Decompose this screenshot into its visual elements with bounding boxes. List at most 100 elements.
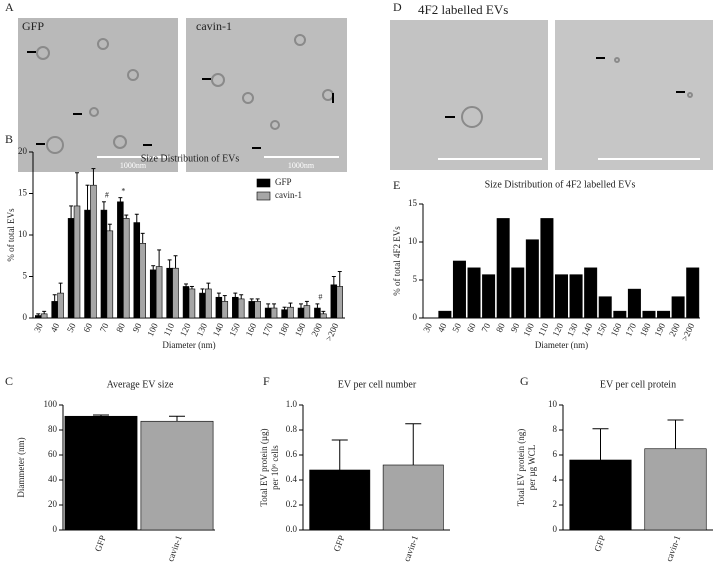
y-tick-label: 5	[413, 274, 418, 284]
panel-label: B	[5, 132, 13, 146]
legend-label: cavin-1	[275, 190, 302, 200]
legend-label: GFP	[275, 177, 292, 187]
image-label: cavin-1	[196, 19, 232, 33]
x-tick-label: 100	[521, 321, 536, 338]
panel-label: G	[520, 374, 529, 388]
y-tick-label: 10	[18, 229, 28, 239]
bar	[90, 184, 97, 319]
x-tick-label: 80	[494, 321, 507, 334]
bar	[199, 292, 206, 319]
x-tick-label: >200	[324, 321, 341, 343]
x-tick-label: 190	[293, 321, 308, 338]
x-tick-label: 120	[550, 321, 565, 338]
y-tick-label: 1.0	[286, 399, 298, 409]
bar	[100, 209, 108, 319]
bar	[270, 307, 278, 319]
x-tick-label: GFP	[332, 534, 347, 553]
y-tick-label: 0	[53, 524, 58, 534]
y-tick-label: 10	[548, 399, 558, 409]
y-tick-label: 20	[48, 499, 58, 509]
panel-label: F	[263, 374, 270, 388]
vesicles	[36, 34, 693, 154]
chart-title: Size Distribution of 4F2 labelled EVs	[485, 179, 636, 190]
scale-label: 1000nm	[288, 161, 315, 170]
micrograph	[390, 20, 548, 170]
bar	[569, 274, 583, 319]
bar	[166, 267, 173, 319]
bar	[40, 313, 48, 319]
chart-title: EV per cell protein	[600, 379, 676, 390]
bar	[182, 286, 190, 319]
chart-title: Average EV size	[107, 379, 174, 390]
bar	[264, 307, 272, 319]
x-tick-label: 110	[162, 321, 177, 338]
bar	[511, 267, 525, 319]
x-tick-label: 180	[638, 321, 653, 338]
y-tick-label: 0.0	[286, 524, 298, 534]
y-axis-label: per µg WCL	[527, 445, 537, 491]
x-tick-label: 80	[114, 321, 127, 334]
panel-title: 4F2 labelled EVs	[418, 2, 508, 17]
y-tick-label: 4	[553, 474, 558, 484]
bar	[525, 239, 539, 319]
x-tick-label: 130	[194, 321, 209, 338]
bar	[254, 301, 261, 319]
bar	[297, 307, 305, 319]
y-axis-label: Total EV protein (µg)	[259, 428, 269, 506]
x-tick-label: 70	[98, 321, 111, 334]
y-axis-label: % of total EVs	[6, 208, 16, 262]
bar	[438, 310, 452, 319]
y-tick-label: 80	[48, 424, 58, 434]
y-axis-label: % of total 4F2 EVs	[392, 226, 402, 296]
bar	[205, 288, 212, 319]
bar	[84, 209, 91, 319]
y-axis-label: per 10⁶ cells	[270, 445, 280, 490]
arrows	[27, 51, 685, 149]
bar	[642, 310, 656, 319]
x-tick-label: 170	[623, 321, 638, 338]
y-tick-label: 0.4	[286, 474, 298, 484]
bar	[237, 298, 245, 319]
y-tick-label: 0.2	[286, 499, 297, 509]
bar	[613, 310, 627, 319]
y-axis-label: Total EV protein (ng)	[516, 429, 526, 506]
x-axis-label: Diameter (nm)	[535, 340, 588, 350]
bar	[281, 309, 288, 319]
x-tick-label: cavin-1	[401, 534, 420, 563]
bar	[188, 288, 196, 319]
bar	[140, 420, 214, 531]
legend-swatch	[256, 178, 271, 188]
bar	[155, 266, 163, 319]
y-tick-label: 0.6	[286, 449, 298, 459]
x-tick-label: GFP	[93, 534, 108, 553]
y-tick-label: 6	[553, 449, 558, 459]
bar	[598, 296, 612, 319]
y-tick-label: 15	[408, 198, 418, 208]
bar	[336, 286, 344, 319]
bar	[139, 243, 146, 319]
bar	[172, 267, 179, 319]
bar	[496, 218, 510, 319]
chart-title: Size Distribution of EVs	[141, 153, 240, 164]
bar	[232, 296, 239, 319]
bar	[133, 222, 141, 319]
x-tick-label: 170	[260, 321, 275, 338]
x-tick-label: >200	[679, 321, 696, 343]
bar	[67, 218, 75, 319]
bar	[309, 469, 371, 531]
bar	[34, 315, 42, 319]
x-tick-label: 30	[32, 321, 45, 334]
bar	[482, 274, 496, 319]
bar	[452, 260, 466, 319]
image-label: GFP	[22, 19, 44, 33]
x-tick-label: 60	[81, 321, 94, 334]
micrographs: GFP cavin-1 1000nm 1000nm 4F2 labelled E…	[18, 2, 713, 172]
y-axis-label: Diammeter (nm)	[16, 437, 26, 497]
bar	[686, 267, 700, 319]
x-tick-label: 90	[131, 321, 144, 334]
bar	[73, 205, 81, 319]
y-tick-label: 60	[48, 449, 58, 459]
bar	[215, 296, 223, 319]
y-tick-label: 0	[413, 312, 418, 322]
panel-label: E	[393, 178, 400, 192]
